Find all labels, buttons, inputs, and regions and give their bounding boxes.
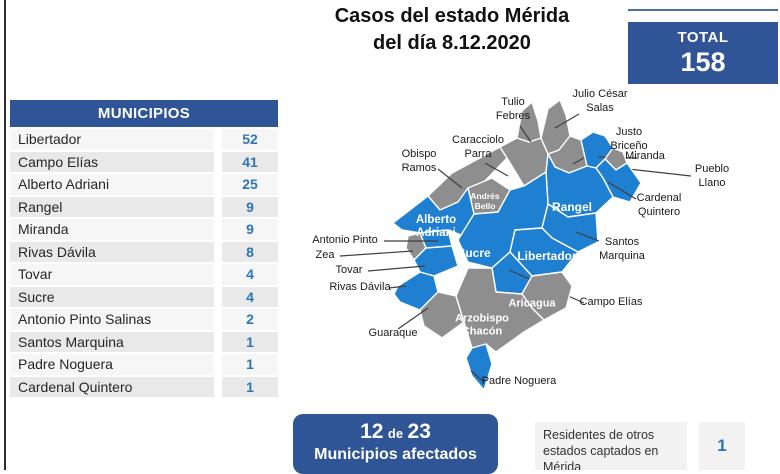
map-label-cardenal-quintero: Cardenal Quintero — [636, 192, 682, 218]
municipality-name: Cardenal Quintero — [10, 376, 214, 397]
decorative-line — [628, 9, 778, 11]
page-title-line1: Casos del estado Mérida — [334, 5, 570, 27]
municipality-case-count: 52 — [222, 129, 278, 150]
map-label-antonio-pinto: Antonio Pinto — [312, 234, 378, 246]
municipality-case-count: 4 — [222, 286, 278, 307]
map-label-campo-elias: Campo Elías — [579, 296, 643, 308]
other-states-note: Residentes de otros estados captados en … — [535, 422, 687, 470]
of-word: de — [387, 426, 404, 441]
table-row: Campo Elías 41 — [10, 151, 278, 172]
table-row: Tovar 4 — [10, 264, 278, 285]
municipality-case-count: 41 — [222, 151, 278, 172]
callout-line-tulio-febres — [519, 125, 532, 143]
municipality-name: Santos Marquina — [10, 331, 214, 352]
map-label-rivas-davila: Rivas Dávila — [329, 281, 391, 293]
total-municipalities: 23 — [407, 420, 431, 443]
page-title-line2: del día 8.12.2020 — [373, 32, 531, 54]
map-label-obispo-ramos: Obispo Ramos — [401, 148, 437, 174]
table-row: Rivas Dávila 8 — [10, 241, 278, 262]
municipality-name: Padre Noguera — [10, 354, 214, 375]
municipality-name: Rangel — [10, 196, 214, 217]
affected-count: 12 — [360, 420, 384, 443]
callout-line-cardenal-quintero — [607, 181, 637, 200]
municipality-name: Libertador — [10, 129, 214, 150]
callout-line-julio-cesar-salas — [554, 113, 580, 129]
state-map: Obispo Ramos Caracciolo Parra Tulio Febres… — [300, 80, 760, 420]
municipality-table: Libertador 52 Campo Elías 41 Alberto Adriani… — [10, 129, 278, 399]
map-label-andres-bello: Andrés Bello — [470, 191, 500, 211]
table-row: Cardenal Quintero 1 — [10, 376, 278, 397]
region-tulio-febres — [516, 101, 542, 143]
callout-line-santos-marquina — [575, 231, 600, 242]
municipality-name: Miranda — [10, 219, 214, 240]
callout-line-padre-noguera — [470, 370, 484, 382]
table-row: Santos Marquina 1 — [10, 331, 278, 352]
map-label-zea: Zea — [315, 249, 335, 261]
total-label: TOTAL — [677, 29, 729, 46]
municipality-case-count: 4 — [222, 264, 278, 285]
municipality-name: Rivas Dávila — [10, 241, 214, 262]
municipality-name: Sucre — [10, 286, 214, 307]
affected-count-line: 12 de 23 — [293, 420, 498, 444]
municipality-case-count: 9 — [222, 219, 278, 240]
callout-line-tovar — [367, 265, 426, 272]
callout-line-caracciolo-parra — [484, 162, 509, 177]
municipality-name: Antonio Pinto Salinas — [10, 309, 214, 330]
affected-caption: Municipios afectados — [314, 446, 477, 463]
table-row: Antonio Pinto Salinas 2 — [10, 309, 278, 330]
map-label-padre-noguera: Padre Noguera — [481, 375, 557, 387]
map-label-tovar: Tovar — [335, 264, 363, 276]
map-label-julio-cesar-salas: Julio César Salas — [572, 88, 628, 114]
map-label-guaraque: Guaraque — [368, 327, 418, 339]
callout-line-zea — [339, 250, 414, 257]
map-label-rangel: Rangel — [551, 200, 593, 215]
map-label-pueblo-llano: Pueblo Llano — [694, 163, 730, 189]
table-row: Alberto Adriani 25 — [10, 174, 278, 195]
other-states-value: 1 — [699, 422, 745, 470]
map-label-miranda: Miranda — [625, 150, 665, 162]
page-title: Casos del estado Mérida del día 8.12.202… — [302, 3, 602, 57]
region-padre-noguera — [465, 343, 493, 391]
map-label-arzobispo-chacon: Arzobispo Chacón — [455, 312, 509, 337]
municipality-name: Campo Elías — [10, 151, 214, 172]
map-label-santos-marquina: Santos Marquina — [599, 236, 645, 262]
map-label-sucre: Sucre — [457, 246, 491, 261]
map-label-justo-briceno: Justo Briceño — [610, 126, 648, 152]
map-label-caracciolo-parra: Caracciolo Parra — [452, 134, 504, 160]
municipality-case-count: 2 — [222, 309, 278, 330]
table-header: MUNICIPIOS — [10, 100, 278, 127]
municipality-case-count: 8 — [222, 241, 278, 262]
municipality-case-count: 25 — [222, 174, 278, 195]
table-row: Libertador 52 — [10, 129, 278, 150]
municipality-case-count: 9 — [222, 196, 278, 217]
affected-summary-box: 12 de 23 Municipios afectados — [293, 414, 498, 474]
table-row: Rangel 9 — [10, 196, 278, 217]
map-label-alberto-adriani: Alberto Adriani — [415, 213, 457, 239]
map-label-tulio-febres: Tulio Febres — [495, 96, 531, 122]
total-value: 158 — [680, 47, 726, 77]
callout-line-guaraque — [397, 307, 429, 330]
municipality-name: Tovar — [10, 264, 214, 285]
municipality-case-count: 1 — [222, 331, 278, 352]
table-row: Miranda 9 — [10, 219, 278, 240]
municipality-case-count: 1 — [222, 376, 278, 397]
merida-map-svg — [339, 99, 692, 391]
callout-line-obispo-ramos — [437, 168, 463, 189]
municipality-case-count: 1 — [222, 354, 278, 375]
region-aricagua — [521, 271, 573, 321]
map-label-aricagua: Aricagua — [508, 297, 556, 310]
map-label-libertador: Libertador — [517, 249, 577, 264]
table-row: Padre Noguera 1 — [10, 354, 278, 375]
municipality-name: Alberto Adriani — [10, 174, 214, 195]
total-box: TOTAL 158 — [628, 22, 778, 84]
left-border-line — [4, 0, 6, 470]
table-row: Sucre 4 — [10, 286, 278, 307]
callout-line-rivas-davila — [388, 285, 407, 289]
